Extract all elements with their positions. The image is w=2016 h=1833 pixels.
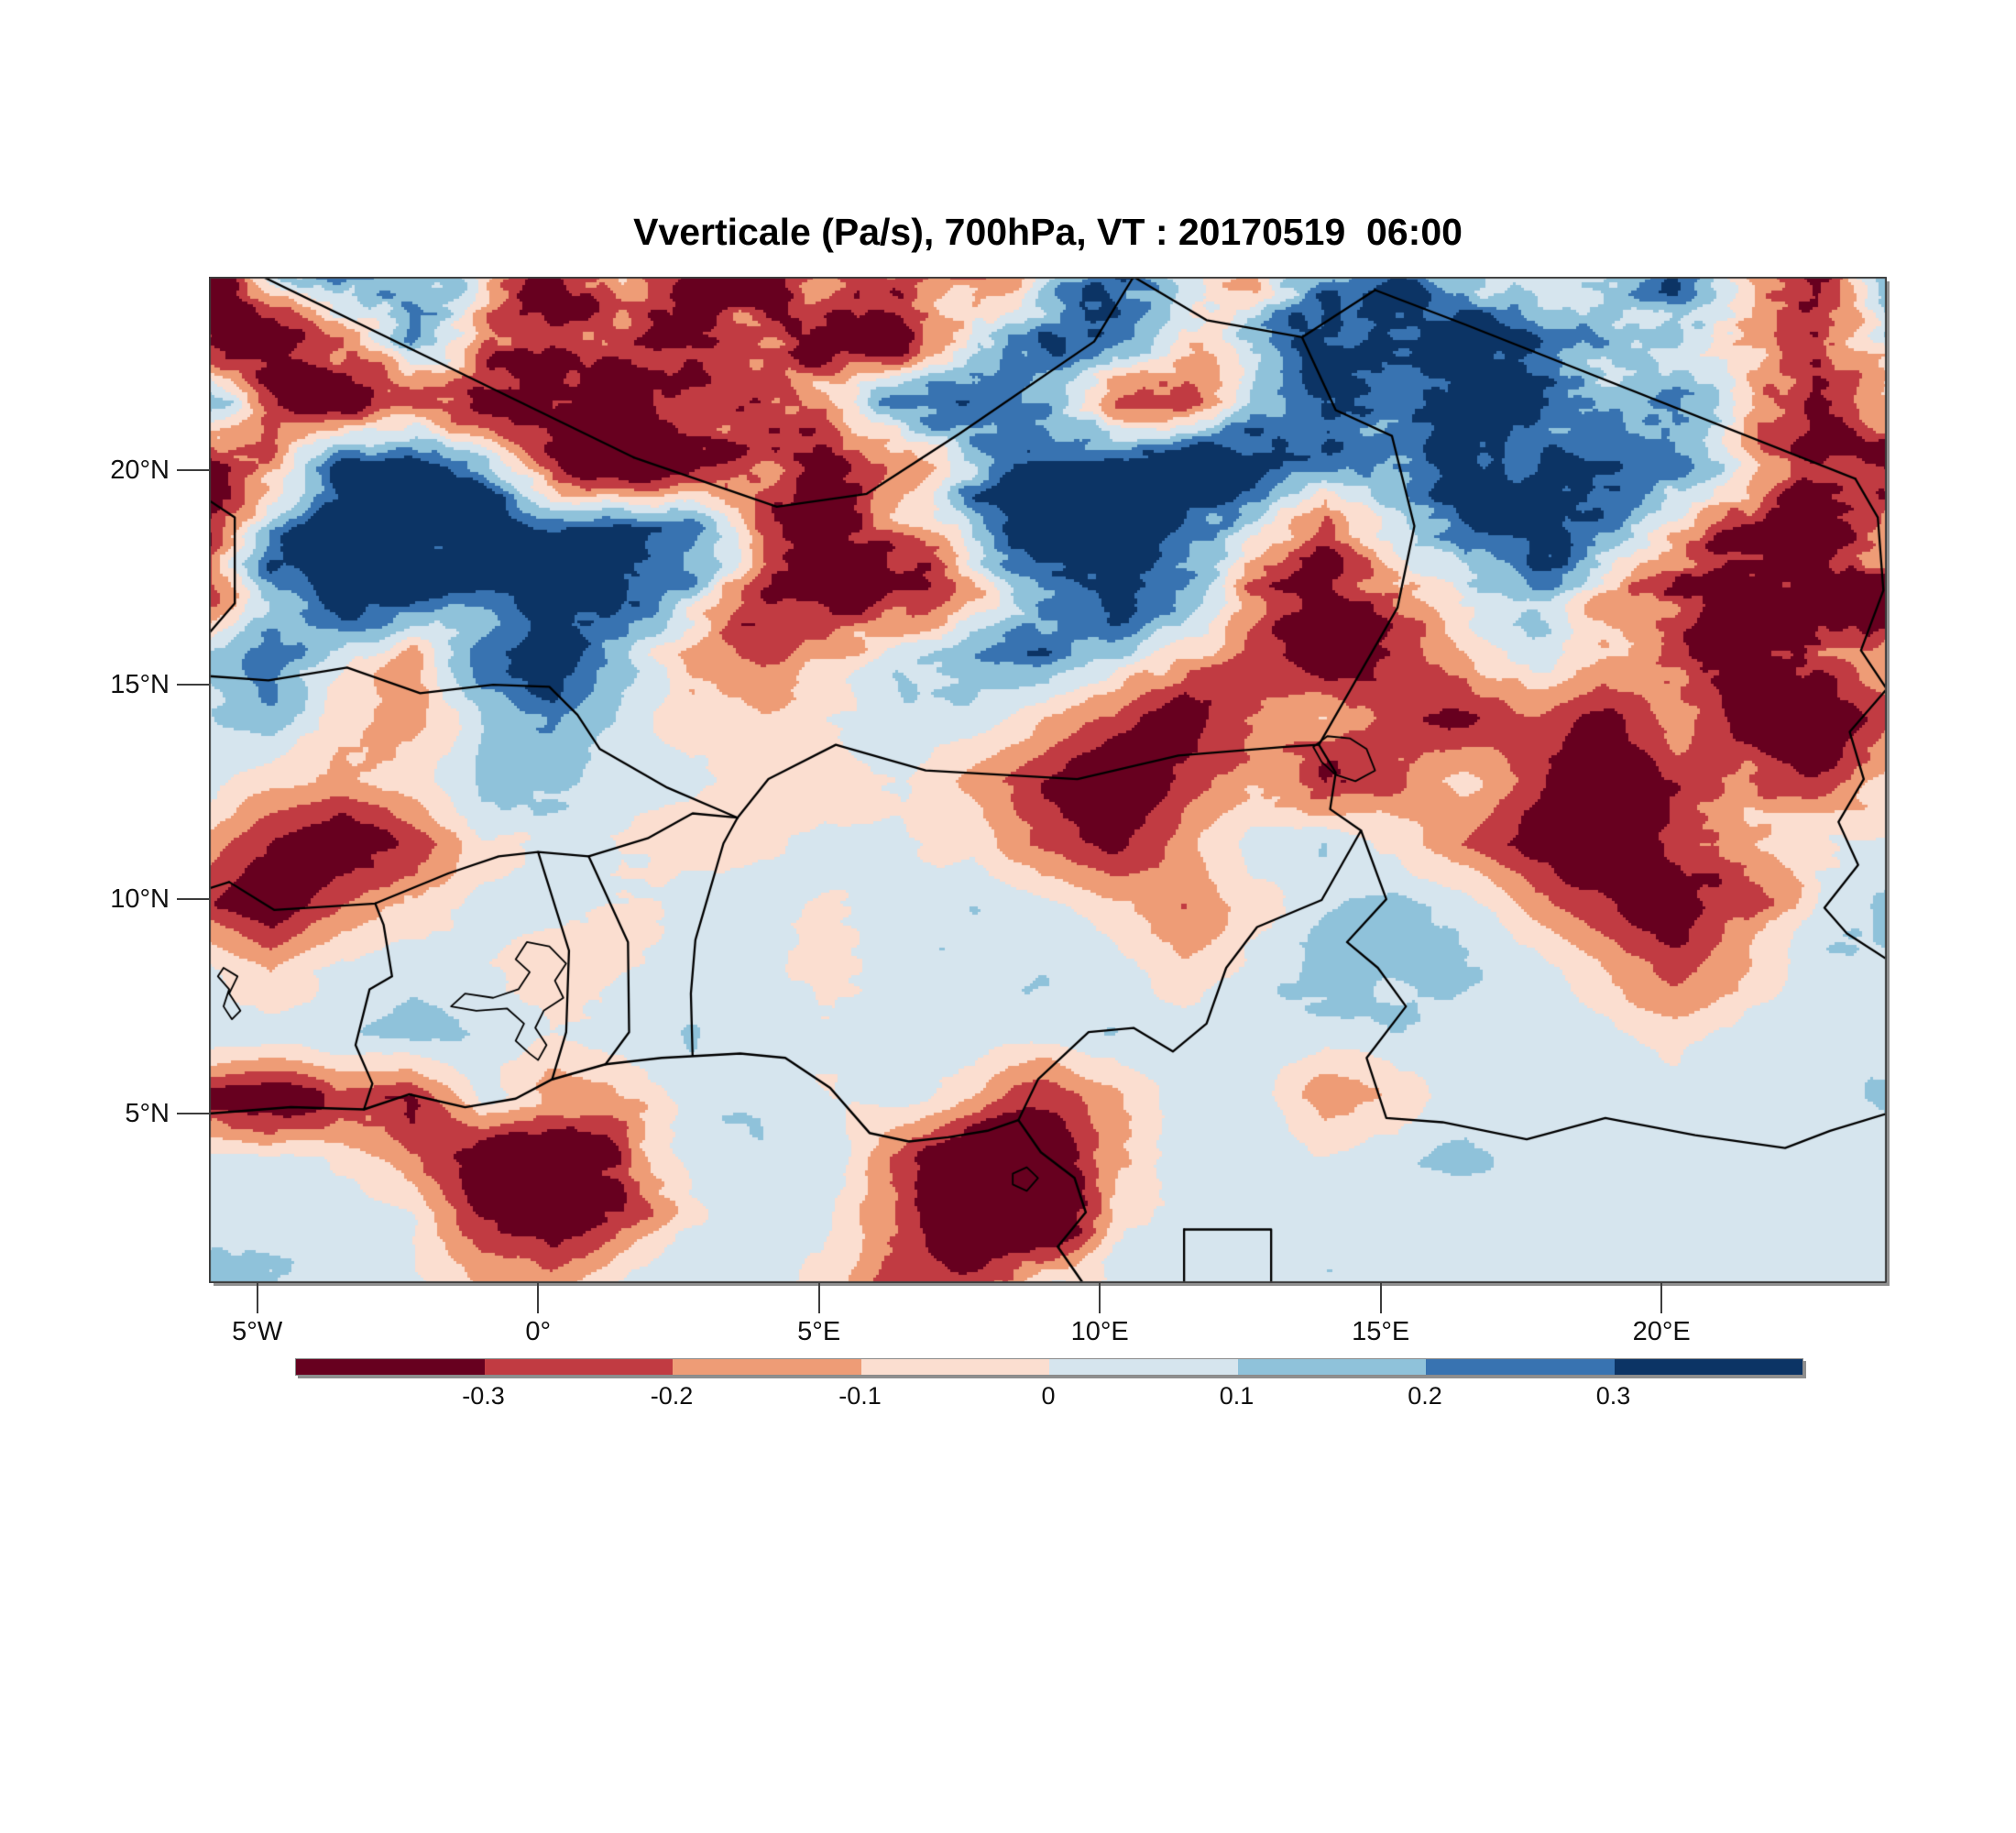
- lat-tick: [177, 898, 209, 901]
- colorbar-segment: [673, 1359, 861, 1375]
- colorbar-tick-label: -0.3: [462, 1382, 505, 1410]
- lon-tick-label: 15°E: [1352, 1317, 1410, 1346]
- lon-tick-label: 20°E: [1632, 1317, 1691, 1346]
- lat-tick-label: 20°N: [110, 456, 170, 486]
- lon-tick: [256, 1283, 258, 1313]
- lon-tick-label: 5°W: [232, 1317, 283, 1346]
- lat-tick-label: 10°N: [110, 884, 170, 915]
- colorbar-segment: [860, 1359, 1049, 1375]
- colorbar-segment: [296, 1359, 485, 1375]
- map-canvas: [209, 277, 1887, 1283]
- lat-tick-label: 5°N: [125, 1099, 170, 1129]
- colorbar-tick-label: 0.3: [1595, 1382, 1631, 1410]
- colorbar-tick-label: -0.2: [650, 1382, 694, 1410]
- plot-title: Vverticale (Pa/s), 700hPa, VT : 20170519…: [633, 211, 1463, 253]
- colorbar-segment: [484, 1359, 673, 1375]
- lon-tick: [1379, 1283, 1382, 1313]
- lat-tick: [177, 684, 209, 686]
- colorbar-segment: [1614, 1359, 1802, 1375]
- lon-tick-label: 0°: [525, 1317, 552, 1346]
- lon-tick: [1660, 1283, 1663, 1313]
- lat-tick: [177, 1113, 209, 1115]
- colorbar-segment: [1426, 1359, 1615, 1375]
- colorbar-segment: [1049, 1359, 1238, 1375]
- colorbar-tick-label: 0.2: [1408, 1382, 1442, 1410]
- colorbar-tick-label: 0.1: [1219, 1382, 1255, 1410]
- lon-tick: [537, 1283, 540, 1313]
- colorbar-tick-label: 0: [1041, 1382, 1056, 1410]
- colorbar: [295, 1358, 1803, 1376]
- colorbar-segment: [1237, 1359, 1426, 1375]
- lon-tick: [817, 1283, 820, 1313]
- lon-tick: [1099, 1283, 1101, 1313]
- lat-tick-label: 15°N: [110, 670, 170, 700]
- lat-tick: [177, 469, 209, 472]
- colorbar-tick-label: -0.1: [838, 1382, 882, 1410]
- lon-tick-label: 10°E: [1070, 1317, 1129, 1346]
- lon-tick-label: 5°E: [797, 1317, 841, 1346]
